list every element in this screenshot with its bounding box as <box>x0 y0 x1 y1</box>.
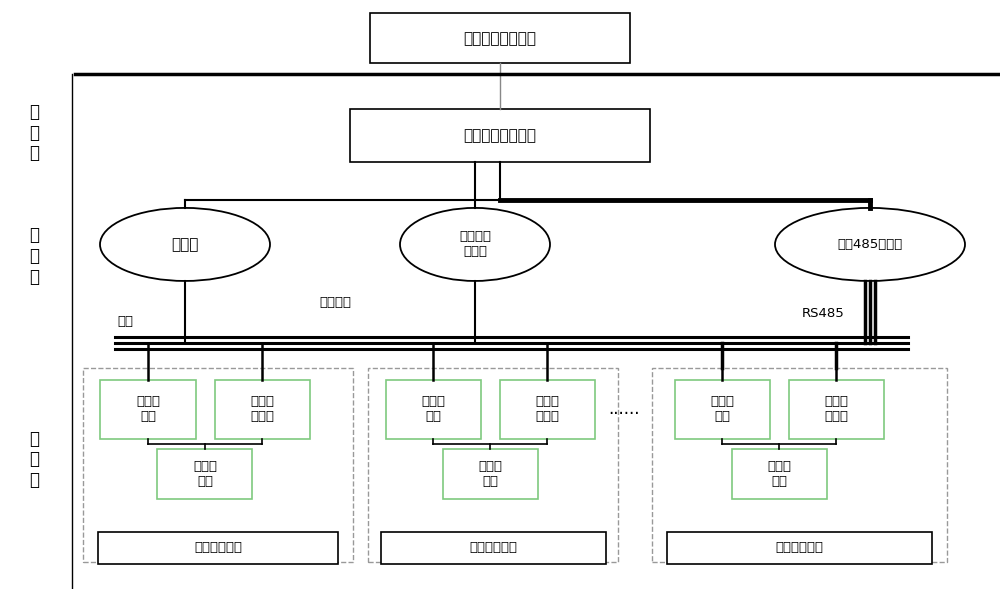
Text: 站方设备数据中心: 站方设备数据中心 <box>464 128 536 143</box>
Bar <box>83 368 353 562</box>
Bar <box>500 380 594 439</box>
Text: 多路视频
采集卡: 多路视频 采集卡 <box>459 230 491 259</box>
Text: 高精度
云台: 高精度 云台 <box>478 460 502 488</box>
Text: 高精度
云台: 高精度 云台 <box>193 460 217 488</box>
Text: 可见光
摄像仪: 可见光 摄像仪 <box>535 395 559 423</box>
Text: 传
输
层: 传 输 层 <box>29 226 39 286</box>
Bar <box>674 380 770 439</box>
Text: 有源485转接器: 有源485转接器 <box>837 238 903 251</box>
Text: 网络: 网络 <box>117 315 133 327</box>
Bar <box>350 109 650 162</box>
Bar <box>100 380 196 439</box>
Bar <box>442 449 538 499</box>
Ellipse shape <box>775 208 965 281</box>
Bar <box>380 531 606 564</box>
Text: 站
控
层: 站 控 层 <box>29 102 39 163</box>
Bar <box>652 368 947 562</box>
Text: 终
端
层: 终 端 层 <box>29 429 39 489</box>
Text: 局方设备数据中心: 局方设备数据中心 <box>464 31 536 46</box>
Bar <box>667 531 932 564</box>
Text: 红外热
像仪: 红外热 像仪 <box>710 395 734 423</box>
Bar <box>157 449 252 499</box>
Text: 红外监测终端: 红外监测终端 <box>469 541 517 554</box>
Bar <box>386 380 480 439</box>
Text: 可见光
摄像仪: 可见光 摄像仪 <box>824 395 848 423</box>
Bar <box>368 368 618 562</box>
Text: 同轴电缆: 同轴电缆 <box>319 296 351 309</box>
Text: RS485: RS485 <box>802 307 844 320</box>
Ellipse shape <box>100 208 270 281</box>
Bar <box>98 531 338 564</box>
Text: ......: ...... <box>608 401 640 418</box>
Text: 红外监测终端: 红外监测终端 <box>775 541 823 554</box>
Ellipse shape <box>400 208 550 281</box>
Bar <box>788 380 884 439</box>
Bar <box>370 14 630 64</box>
Bar <box>215 380 310 439</box>
Bar <box>732 449 826 499</box>
Text: 红外热
像仪: 红外热 像仪 <box>421 395 445 423</box>
Text: 红外监测终端: 红外监测终端 <box>194 541 242 554</box>
Text: 交换机: 交换机 <box>171 237 199 252</box>
Text: 红外热
像仪: 红外热 像仪 <box>136 395 160 423</box>
Text: 高精度
云台: 高精度 云台 <box>767 460 791 488</box>
Text: 可见光
摄像仪: 可见光 摄像仪 <box>250 395 274 423</box>
